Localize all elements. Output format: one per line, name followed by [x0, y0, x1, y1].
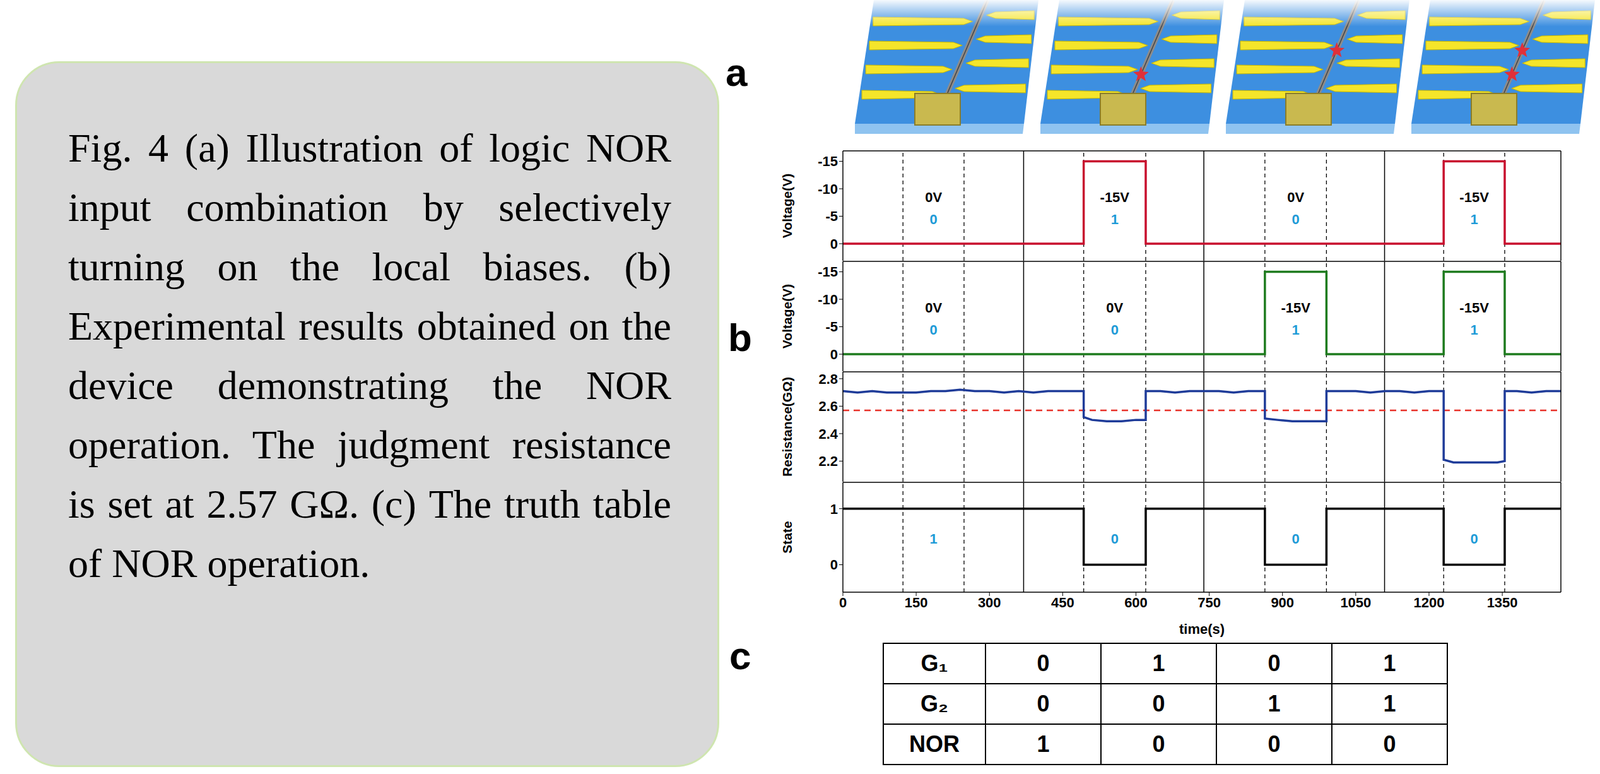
svg-text:600: 600	[1124, 594, 1148, 611]
svg-text:2.2: 2.2	[818, 452, 838, 469]
svg-text:1350: 1350	[1487, 594, 1518, 611]
svg-text:2.4: 2.4	[818, 425, 838, 442]
svg-text:0V: 0V	[924, 189, 942, 206]
html-text:1: 1	[1036, 730, 1050, 757]
svg-text:0: 0	[929, 211, 937, 228]
svg-text:-5: -5	[825, 318, 838, 335]
svg-text:1200: 1200	[1413, 594, 1445, 611]
svg-text:0: 0	[1292, 530, 1300, 547]
svg-text:2.6: 2.6	[818, 398, 838, 414]
svg-text:0V: 0V	[1287, 189, 1305, 206]
svg-text:Voltage(V): Voltage(V)	[779, 283, 795, 349]
html-text:a: a	[725, 50, 748, 95]
svg-text:900: 900	[1270, 594, 1295, 611]
html-text:0: 0	[1036, 649, 1050, 676]
svg-text:-5: -5	[825, 208, 838, 224]
html-text:G₁: G₁	[920, 649, 948, 676]
html-text:G₂: G₂	[920, 690, 949, 717]
html-text:1: 1	[1267, 690, 1281, 717]
svg-text:Voltage(V): Voltage(V)	[779, 173, 795, 238]
html-text:0: 0	[1267, 730, 1281, 757]
svg-text:Resistance(GΩ): Resistance(GΩ)	[779, 376, 795, 477]
svg-text:1: 1	[1292, 321, 1300, 338]
html-text:1: 1	[1383, 649, 1396, 676]
svg-text:0: 0	[839, 594, 847, 611]
html-text:c: c	[729, 633, 752, 677]
svg-text:0: 0	[1292, 211, 1300, 228]
svg-text:2.8: 2.8	[818, 370, 838, 387]
svg-text:0: 0	[830, 235, 838, 252]
svg-text:0: 0	[1470, 530, 1478, 547]
svg-text:1: 1	[1470, 211, 1478, 228]
svg-text:-15V: -15V	[1459, 189, 1489, 206]
html-text:0: 0	[1152, 690, 1165, 717]
svg-text:0: 0	[929, 321, 937, 338]
html-text:0: 0	[1383, 730, 1396, 757]
svg-text:-10: -10	[817, 291, 838, 308]
html-text:NOR: NOR	[909, 730, 960, 757]
svg-text:-15V: -15V	[1100, 189, 1130, 206]
svg-text:1: 1	[929, 530, 937, 547]
html-text:b: b	[728, 315, 752, 359]
html-text:Fig. 4 (a) Illustration of log: Fig. 4 (a) Illustration of logic NOR inp…	[68, 125, 672, 586]
html-text:1: 1	[1152, 649, 1165, 676]
svg-text:-15: -15	[817, 263, 838, 280]
svg-text:State: State	[779, 520, 795, 553]
svg-text:750: 750	[1197, 594, 1221, 611]
svg-text:-10: -10	[817, 181, 838, 197]
svg-text:0: 0	[830, 346, 838, 363]
svg-text:300: 300	[977, 594, 1002, 611]
svg-text:1050: 1050	[1340, 594, 1371, 611]
svg-text:0: 0	[830, 556, 838, 573]
html-text:1: 1	[1383, 690, 1396, 717]
svg-text:-15V: -15V	[1280, 299, 1311, 316]
svg-text:-15V: -15V	[1459, 299, 1489, 316]
svg-text:150: 150	[904, 594, 929, 611]
svg-text:-15: -15	[817, 153, 838, 170]
svg-text:0V: 0V	[1105, 299, 1124, 316]
svg-text:0: 0	[1111, 530, 1119, 547]
svg-text:1: 1	[1470, 321, 1478, 338]
svg-text:450: 450	[1051, 594, 1075, 611]
svg-text:0V: 0V	[924, 299, 942, 316]
html-text:0: 0	[1152, 730, 1165, 757]
svg-text:1: 1	[830, 500, 838, 517]
html-text:0: 0	[1036, 690, 1050, 717]
svg-text:time(s): time(s)	[1179, 620, 1225, 637]
svg-text:0: 0	[1111, 321, 1119, 338]
html-text:0: 0	[1267, 649, 1281, 676]
svg-text:1: 1	[1111, 211, 1119, 228]
